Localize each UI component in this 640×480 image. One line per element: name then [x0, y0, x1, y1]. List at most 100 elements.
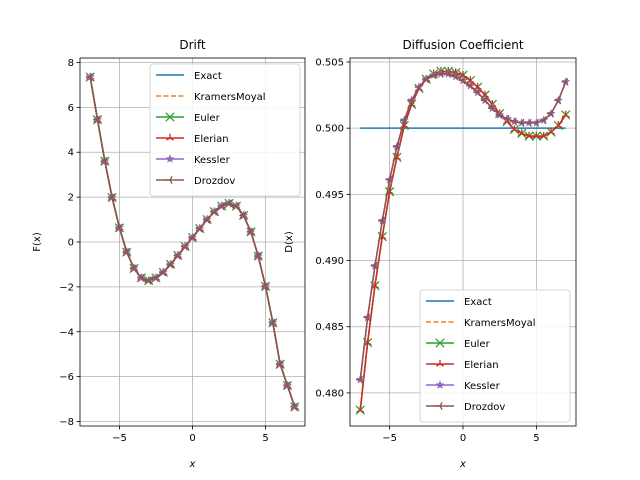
drift-ytick-label: 0	[68, 238, 74, 249]
diffusion-series-drozdov-point	[502, 114, 510, 123]
drift-series-drozdov-point	[151, 273, 159, 282]
drift-legend-label: Drozdov	[194, 176, 235, 187]
drift-series-drozdov-point	[283, 381, 291, 390]
drift-series-drozdov-point	[261, 282, 269, 291]
diffusion-series-elerian-point	[539, 131, 548, 139]
diffusion-series-drozdov-point	[422, 75, 429, 84]
diffusion-ytick-label: 0.500	[315, 124, 344, 135]
drift-series-drozdov-point	[290, 402, 298, 411]
diffusion-xtick-label: 5	[533, 433, 539, 444]
diffusion-legend-label: Exact	[464, 297, 492, 308]
diffusion-panel: −5 0 5 0.480 0.485 0.490 0.495 0.500 0.505 Diffu…	[284, 38, 577, 470]
diffusion-title: Diffusion Coefficient	[402, 38, 523, 52]
drift-legend-label: KramersMoyal	[194, 92, 266, 103]
drift-ytick-label: −8	[59, 417, 74, 428]
diffusion-series-elerian-point	[532, 131, 541, 139]
drift-series-drozdov-point	[210, 207, 218, 216]
drift-plot-area	[85, 72, 300, 412]
diffusion-legend-box	[419, 289, 571, 423]
diffusion-legend-marker	[435, 402, 443, 410]
drift-series-drozdov-point	[180, 242, 188, 251]
diffusion-series-elerian-point	[356, 405, 365, 413]
drift-series-drozdov-point	[232, 202, 239, 211]
diffusion-series-drozdov-point	[466, 81, 474, 90]
diffusion-series-drozdov-point	[363, 313, 371, 322]
diffusion-legend-label: KramersMoyal	[464, 318, 536, 329]
diffusion-series-drozdov-point	[370, 261, 378, 270]
diffusion-legend-label: Kessler	[464, 381, 501, 392]
diffusion-series-drozdov-point	[554, 96, 562, 105]
diffusion-ytick-label: 0.505	[315, 57, 344, 68]
diffusion-series-elerian-point	[459, 71, 467, 78]
diffusion-series-drozdov-point	[532, 118, 540, 127]
diffusion-ticks: −5 0 5 0.480 0.485 0.490 0.495 0.500 0.505	[315, 57, 539, 444]
diffusion-series-drozdov-point	[429, 71, 437, 80]
drift-legend-marker	[165, 154, 175, 163]
diffusion-series-drozdov-point	[392, 142, 400, 151]
drift-series-drozdov-point	[144, 276, 152, 285]
diffusion-series-elerian-point	[554, 121, 563, 129]
diffusion-series-drozdov-point	[451, 72, 459, 81]
diffusion-series-drozdov-point	[480, 96, 488, 105]
drift-series-drozdov-point	[122, 248, 130, 257]
drift-ytick-label: −4	[59, 327, 74, 338]
drift-ytick-label: 2	[68, 193, 74, 204]
diffusion-legend-marker	[436, 359, 444, 367]
diffusion-legend-label: Drozdov	[464, 402, 505, 413]
diffusion-ytick-label: 0.495	[315, 190, 344, 201]
drift-series-drozdov-point	[239, 211, 247, 220]
drift-ytick-label: 6	[68, 103, 74, 114]
diffusion-legend-label: Elerian	[464, 360, 499, 371]
drift-series-drozdov-point	[107, 193, 115, 202]
drift-ytick-label: 8	[68, 58, 74, 69]
drift-ylabel: F(x)	[32, 232, 43, 252]
drift-series-drozdov-point	[202, 215, 210, 224]
diffusion-ytick-label: 0.485	[315, 322, 344, 333]
drift-series-drozdov-point	[268, 318, 276, 327]
drift-series-drozdov-point	[246, 227, 254, 236]
drift-xlabel: x	[189, 459, 196, 470]
diffusion-series-drozdov-point	[517, 118, 525, 127]
drift-series-drozdov-point	[86, 73, 93, 82]
diffusion-series-drozdov-point	[495, 110, 503, 119]
diffusion-series-elerian-point	[547, 127, 556, 135]
diffusion-series-drozdov-point	[561, 77, 569, 86]
drift-legend: Exact KramersMoyal Euler Elerian Kessler Droz…	[149, 63, 301, 197]
drift-series-drozdov-point	[115, 223, 123, 232]
drift-series-drozdov-point	[217, 202, 225, 211]
diffusion-series-elerian-point	[517, 129, 526, 137]
drift-series-drozdov-point	[137, 273, 145, 282]
drift-series-drozdov-point	[93, 115, 101, 124]
diffusion-series-drozdov-point	[444, 69, 451, 78]
diffusion-series-elerian-point	[466, 76, 475, 84]
drift-legend-marker	[165, 176, 173, 184]
drift-ytick-label: −2	[59, 282, 74, 293]
drift-series-drozdov-point	[166, 260, 174, 269]
diffusion-series-drozdov-point	[378, 216, 385, 225]
drift-ytick-label: −6	[59, 372, 74, 383]
diffusion-legend-marker	[435, 338, 445, 348]
diffusion-series-elerian-point	[561, 110, 570, 118]
drift-series-drozdov-point	[100, 157, 108, 166]
diffusion-series-drozdov-point	[436, 69, 444, 78]
drift-legend-marker	[165, 112, 175, 122]
drift-legend-box	[149, 63, 301, 197]
diffusion-legend-marker	[435, 380, 445, 389]
diffusion-series-drozdov-point	[546, 109, 554, 118]
diffusion-xlabel: x	[459, 459, 466, 470]
drift-series-drozdov-point	[129, 264, 137, 273]
diffusion-series-drozdov-point	[407, 96, 415, 105]
diffusion-series-drozdov-point	[473, 88, 481, 97]
drift-legend-label: Kessler	[194, 155, 231, 166]
diffusion-legend-label: Euler	[464, 339, 491, 350]
diffusion-series-drozdov-point	[539, 116, 547, 125]
diffusion-xtick-label: 0	[460, 433, 466, 444]
drift-series-drozdov-point	[254, 252, 261, 261]
diffusion-series-elerian-point	[510, 125, 519, 133]
diffusion-ylabel: D(x)	[284, 231, 295, 253]
diffusion-legend: Exact KramersMoyal Euler Elerian Kessler Droz…	[419, 289, 571, 423]
diffusion-series-drozdov-point	[524, 118, 532, 127]
drift-legend-label: Elerian	[194, 134, 229, 145]
diffusion-series-drozdov-point	[488, 104, 496, 113]
